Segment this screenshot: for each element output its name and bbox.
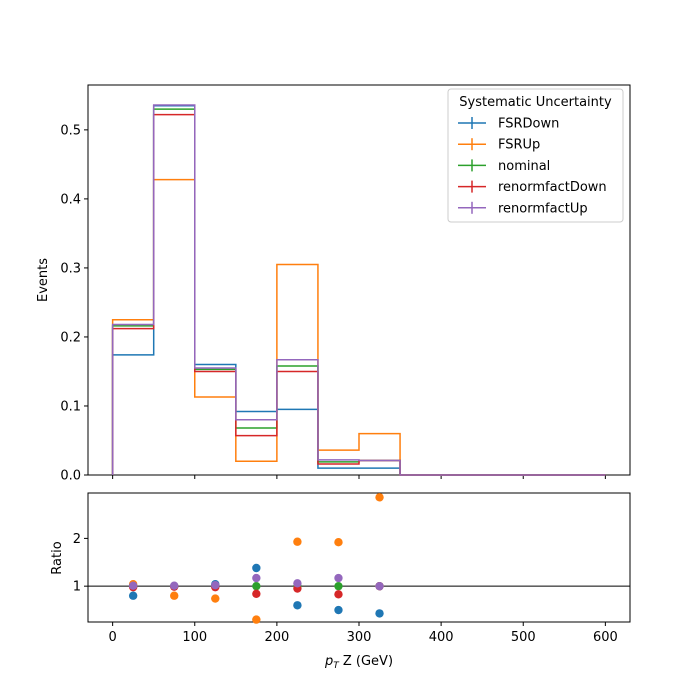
ratio-y-tick-label: 2	[73, 532, 81, 547]
x-axis-label: pT Z (GeV)	[324, 654, 393, 671]
y-tick-label: 0.1	[60, 399, 81, 414]
y-tick-label: 0.0	[60, 469, 81, 484]
legend-label: renormfactUp	[498, 201, 588, 216]
legend-box	[447, 88, 624, 223]
y-tick-label: 0.2	[60, 330, 81, 345]
ratio-point-FSRDown	[128, 591, 138, 600]
x-tick-label: 500	[511, 630, 536, 645]
x-tick-label: 600	[593, 630, 618, 645]
legend-item-FSRDown: FSRDown	[458, 117, 559, 132]
ratio-point-renormfactUp	[128, 581, 138, 590]
legend-item-nominal: nominal	[458, 159, 550, 174]
ratio-y-tick-label: 1	[73, 580, 81, 595]
ratio-point-FSRUp	[252, 615, 261, 624]
ratio-point-renormfactUp	[252, 573, 261, 583]
ratio-point-renormfactUp	[334, 573, 343, 583]
x-axis-label-sub: T	[333, 661, 340, 671]
ratio-point-FSRDown	[375, 609, 384, 618]
ratio-point-FSRUp	[334, 538, 343, 547]
y-axis-label-events: Events	[36, 258, 51, 302]
legend-label: nominal	[498, 159, 550, 174]
y-axis-label-ratio: Ratio	[50, 541, 65, 574]
ratio-point-FSRUp	[375, 493, 384, 502]
legend-label: renormfactDown	[498, 180, 607, 195]
ratio-point-nominal	[252, 581, 261, 591]
ratio-point-renormfactDown	[334, 590, 343, 599]
ratio-point-nominal	[334, 581, 343, 591]
ratio-point-FSRDown	[334, 605, 343, 615]
x-axis-label-rest: Z (GeV)	[339, 654, 393, 669]
x-tick-label: 400	[429, 630, 454, 645]
histogram-series-renormfactUp	[111, 104, 606, 476]
legend-label: FSRDown	[498, 117, 559, 132]
main-histogram-panel: 0.0 0.1 0.2 0.3 0.4 0.5	[60, 84, 631, 484]
ratio-point-renormfactUp	[170, 581, 179, 590]
ratio-point-renormfactUp	[211, 581, 220, 590]
ratio-point-FSRDown	[252, 563, 261, 573]
legend-item-renormfactDown: renormfactDown	[458, 180, 607, 195]
x-tick-label: 200	[264, 630, 289, 645]
x-axis-label-main: p	[324, 654, 333, 669]
ratio-point-renormfactUp	[293, 579, 302, 588]
y-tick-label: 0.3	[60, 261, 81, 276]
ratio-plot-frame	[87, 492, 631, 623]
x-tick-label: 0	[108, 630, 116, 645]
x-tick-label: 300	[347, 630, 372, 645]
ratio-point-renormfactUp	[375, 581, 384, 591]
legend-label: FSRUp	[498, 138, 540, 153]
legend-title: Systematic Uncertainty	[459, 95, 612, 110]
x-tick-label: 100	[182, 630, 207, 645]
ratio-panel: 1 2 0 100 200 300 400 500 600	[73, 492, 631, 645]
ratio-point-FSRDown	[293, 601, 302, 610]
ratio-point-FSRUp	[170, 591, 179, 600]
legend-item-FSRUp: FSRUp	[458, 138, 540, 153]
ratio-point-renormfactDown	[252, 589, 261, 599]
ratio-point-FSRUp	[211, 594, 220, 603]
y-tick-label: 0.5	[60, 123, 81, 138]
legend-item-renormfactUp: renormfactUp	[458, 201, 588, 216]
y-tick-label: 0.4	[60, 192, 81, 207]
legend: Systematic Uncertainty FSRDown FSRUp nomina…	[447, 88, 624, 223]
histogram-series-FSRUp	[111, 178, 606, 476]
ratio-point-FSRUp	[293, 537, 302, 546]
